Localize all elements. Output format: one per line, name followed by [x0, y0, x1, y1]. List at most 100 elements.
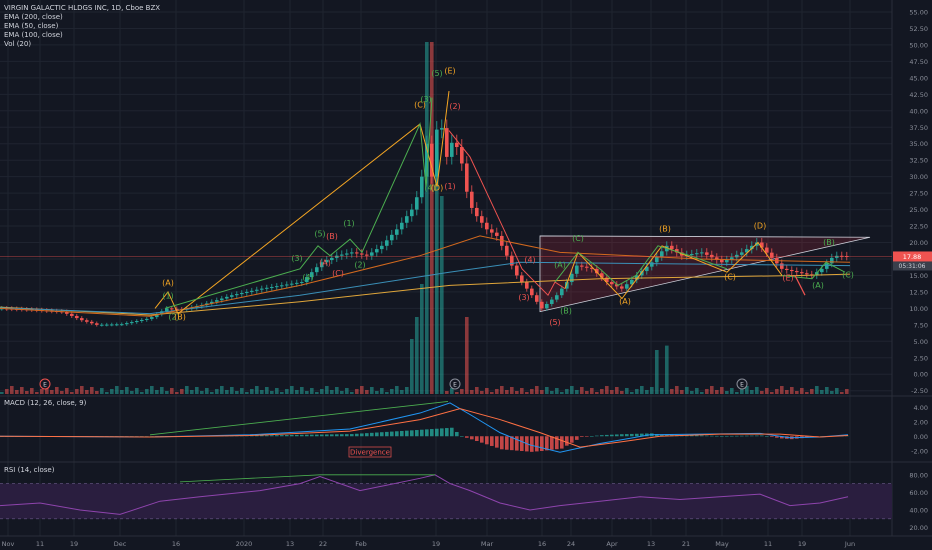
- volume-bar: [35, 392, 39, 394]
- candle-body: [150, 317, 154, 319]
- price-axis-tick: 0.00: [914, 371, 928, 379]
- legend-volume[interactable]: Vol (20): [4, 40, 32, 48]
- volume-bar: [190, 390, 194, 394]
- volume-bar: [560, 392, 564, 394]
- candle-body: [155, 314, 159, 318]
- volume-bar: [165, 391, 169, 394]
- time-axis-tick: 24: [567, 540, 575, 548]
- macd-histogram-bar: [310, 434, 314, 437]
- candle-body: [70, 313, 74, 316]
- macd-title[interactable]: MACD (12, 26, close, 9): [4, 399, 87, 407]
- macd-histogram-bar: [715, 435, 719, 437]
- volume-bar: [590, 388, 594, 394]
- volume-bar: [350, 392, 354, 394]
- candle-body: [605, 277, 609, 283]
- candle-body: [75, 315, 79, 319]
- volume-bar: [480, 391, 484, 394]
- legend-ema200[interactable]: EMA (200, close): [4, 13, 63, 21]
- volume-bar: [650, 387, 654, 394]
- candle-body: [820, 268, 824, 273]
- earnings-marker-label: E: [453, 382, 457, 389]
- time-axis-tick: 16: [172, 540, 180, 548]
- volume-bar: [440, 196, 444, 394]
- legend-ema100[interactable]: EMA (100, close): [4, 31, 63, 39]
- macd-axis-tick: -2.00: [911, 447, 928, 455]
- volume-bar: [715, 390, 719, 394]
- candle-body: [310, 272, 314, 278]
- wave-label: (A): [162, 278, 174, 287]
- macd-histogram-bar: [380, 432, 384, 437]
- volume-bar: [305, 391, 309, 394]
- countdown-label: 05:31:06: [899, 263, 926, 270]
- volume-bar: [25, 391, 29, 394]
- macd-histogram-bar: [635, 433, 639, 437]
- macd-histogram-bar: [275, 435, 279, 437]
- volume-bar: [200, 391, 204, 394]
- volume-bar: [40, 389, 44, 394]
- volume-bar: [330, 390, 334, 394]
- candle-body: [305, 277, 309, 283]
- macd-histogram-bar: [595, 435, 599, 437]
- candle-body: [85, 320, 89, 322]
- volume-bar: [115, 386, 119, 394]
- candle-body: [370, 252, 374, 256]
- earnings-marker: [449, 378, 461, 390]
- candle-body: [225, 296, 229, 299]
- volume-bar: [15, 390, 19, 394]
- volume-bar: [205, 388, 209, 394]
- volume-bar: [490, 392, 494, 394]
- volume-bar: [295, 390, 299, 394]
- price-axis-tick: 5.00: [914, 338, 928, 346]
- time-axis-tick: 22: [319, 540, 327, 548]
- candle-body: [255, 289, 259, 291]
- volume-bar: [645, 390, 649, 394]
- candle-body: [250, 290, 254, 292]
- volume-bar: [335, 387, 339, 394]
- macd-histogram-bar: [440, 428, 444, 437]
- volume-bar: [830, 391, 834, 394]
- volume-bar: [750, 390, 754, 394]
- candle-body: [145, 318, 149, 320]
- volume-bar: [125, 387, 129, 394]
- rsi-band: [0, 483, 892, 519]
- earnings-marker: [736, 378, 748, 390]
- macd-histogram-bar: [415, 430, 419, 437]
- legend-ema50[interactable]: EMA (50, close): [4, 22, 59, 30]
- candle-body: [590, 267, 594, 269]
- volume-bar: [365, 390, 369, 394]
- candle-body: [535, 295, 539, 302]
- rsi-title[interactable]: RSI (14, close): [4, 466, 55, 474]
- candle-body: [210, 301, 214, 304]
- macd-histogram-bar: [330, 434, 334, 437]
- volume-bar: [400, 390, 404, 394]
- volume-bar: [275, 388, 279, 394]
- candle-body: [785, 268, 789, 270]
- volume-bar: [530, 389, 534, 394]
- macd-histogram-bar: [390, 431, 394, 437]
- wave-label: (C): [572, 234, 584, 243]
- time-axis-tick: May: [715, 540, 729, 548]
- price-axis-tick: 2.50: [914, 354, 928, 362]
- macd-histogram-bar: [725, 435, 729, 437]
- macd-axis-tick: 4.00: [914, 404, 928, 412]
- macd-histogram-bar: [435, 428, 439, 437]
- volume-bar: [65, 388, 69, 394]
- candle-body: [270, 286, 274, 288]
- macd-histogram-bar: [350, 434, 354, 437]
- last-price-tag: [893, 251, 932, 262]
- wave-label: (3): [420, 95, 431, 104]
- volume-bar: [790, 387, 794, 394]
- macd-histogram-bar: [475, 436, 479, 441]
- price-axis-tick: 42.50: [909, 91, 928, 99]
- wave-label: (4): [302, 273, 313, 282]
- price-axis-tick: 10.00: [909, 305, 928, 313]
- last-price-label: 17.88: [903, 253, 922, 261]
- volume-bar: [145, 389, 149, 394]
- candle-body: [105, 324, 109, 326]
- macd-histogram-bar: [300, 434, 304, 437]
- candle-body: [835, 255, 839, 258]
- macd-histogram-bar: [540, 436, 544, 451]
- candle-body: [550, 299, 554, 304]
- price-axis-tick: 45.00: [909, 74, 928, 82]
